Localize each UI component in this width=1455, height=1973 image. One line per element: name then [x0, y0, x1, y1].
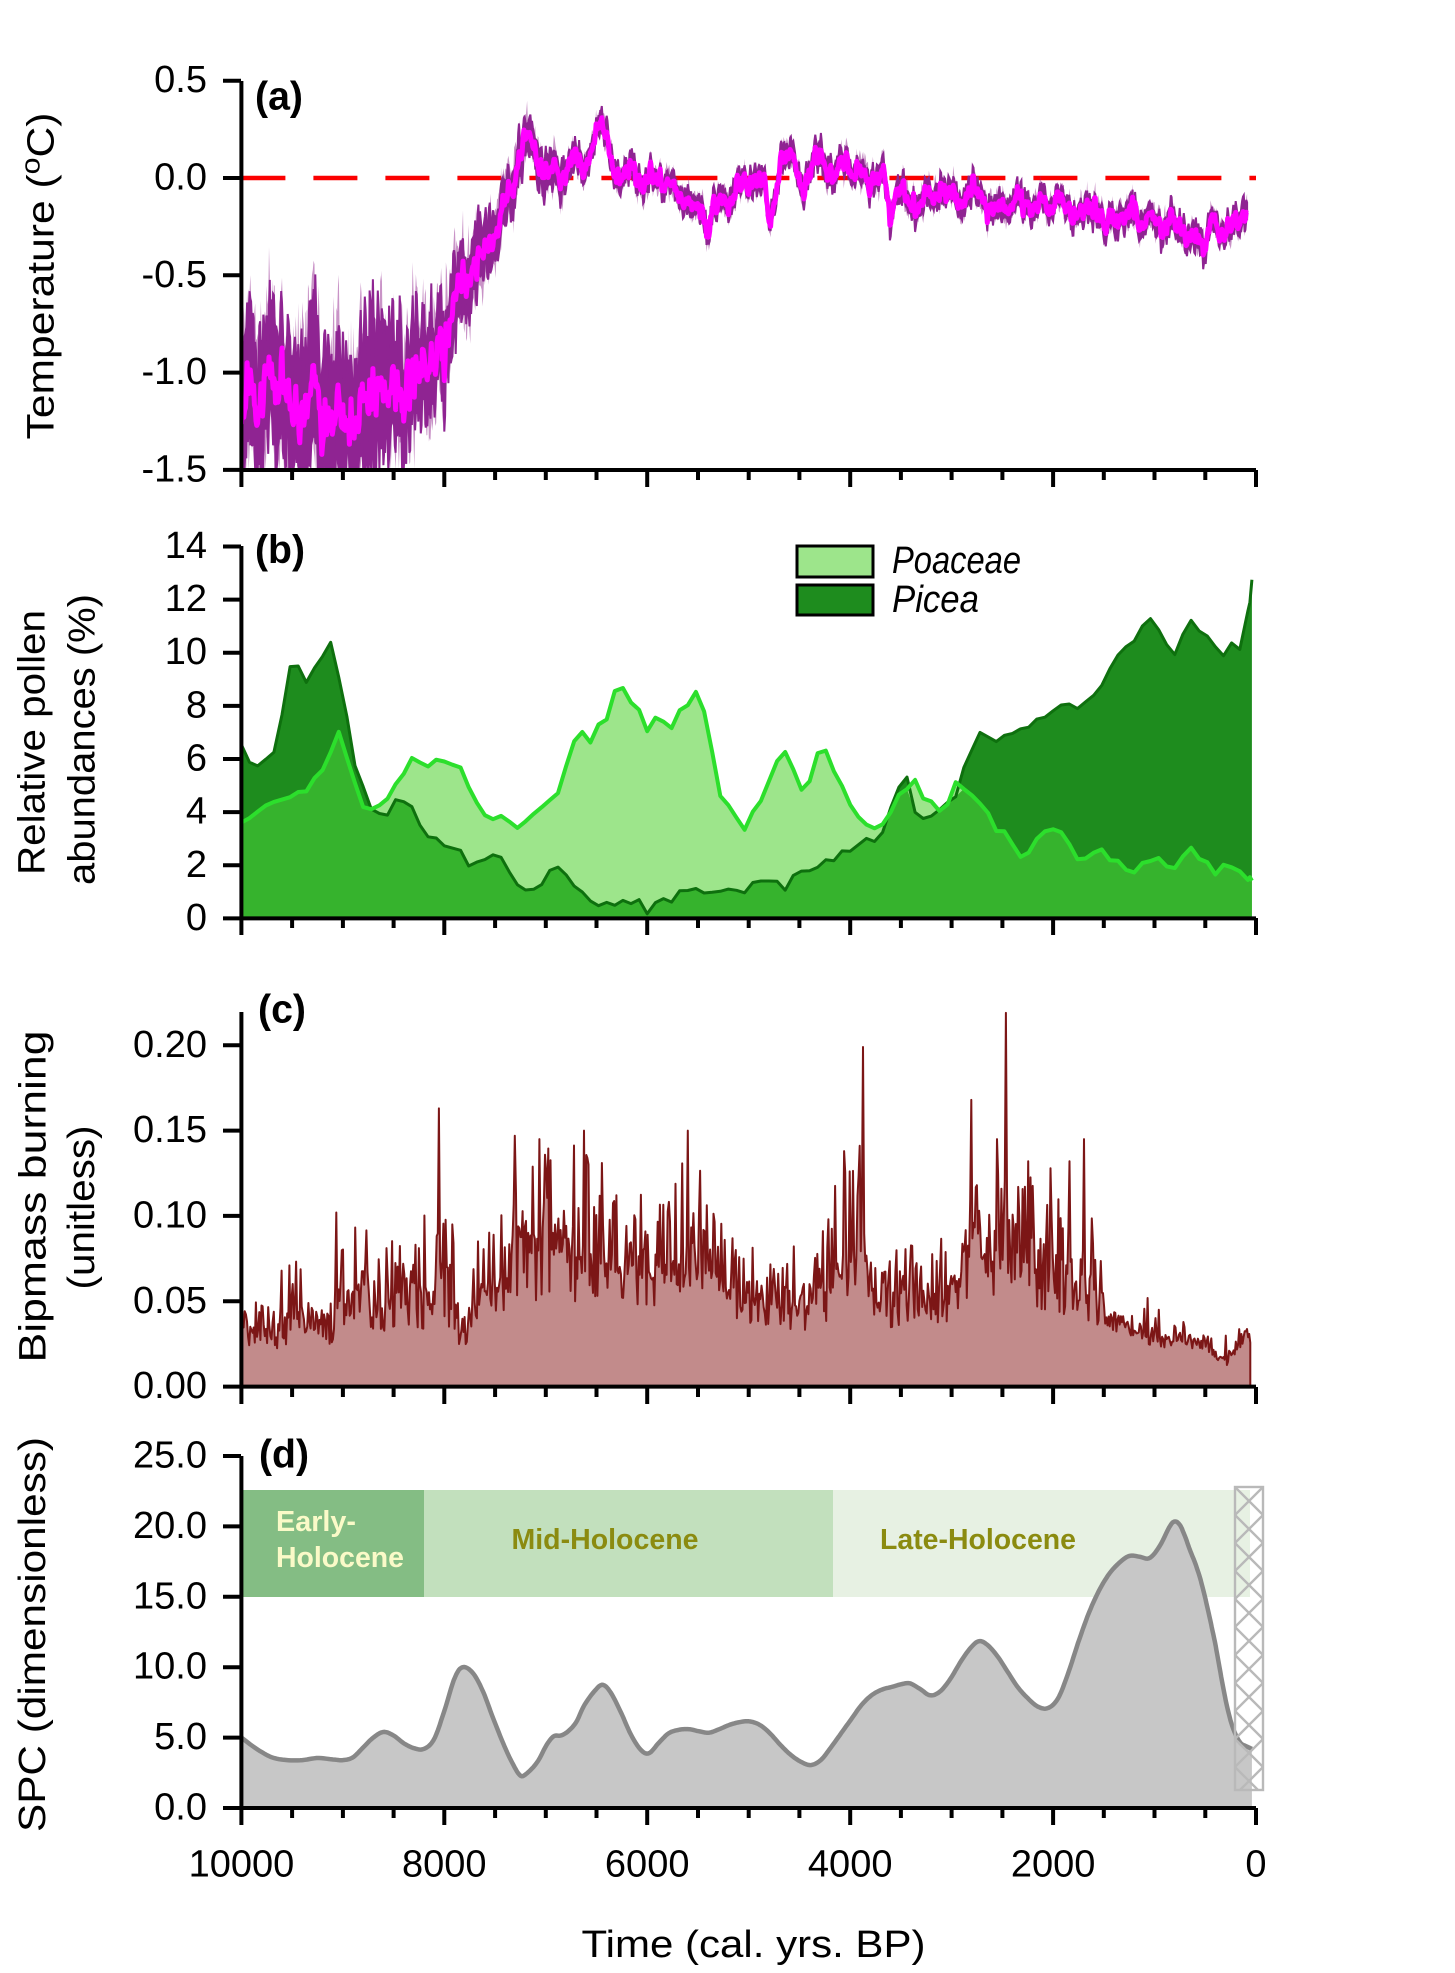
- svg-text:Bipmass burning: Bipmass burning: [13, 1031, 55, 1363]
- svg-text:Late-Holocene: Late-Holocene: [880, 1524, 1076, 1556]
- svg-text:0: 0: [186, 897, 207, 939]
- svg-text:Poaceae: Poaceae: [892, 540, 1021, 582]
- svg-text:0.10: 0.10: [133, 1194, 207, 1236]
- svg-text:(a): (a): [255, 75, 303, 119]
- svg-text:0.00: 0.00: [133, 1365, 207, 1407]
- svg-text:6000: 6000: [605, 1844, 690, 1886]
- svg-text:Early-: Early-: [276, 1506, 356, 1538]
- svg-text:14: 14: [165, 525, 207, 567]
- svg-text:Time (cal. yrs. BP): Time (cal. yrs. BP): [582, 1924, 926, 1966]
- svg-text:-0.5: -0.5: [142, 254, 207, 296]
- svg-text:Holocene: Holocene: [276, 1542, 404, 1574]
- svg-text:15.0: 15.0: [133, 1575, 207, 1617]
- svg-text:SPC (dimensionless): SPC (dimensionless): [12, 1437, 54, 1832]
- svg-text:-1.5: -1.5: [142, 448, 207, 490]
- svg-text:8: 8: [186, 684, 207, 726]
- svg-text:0.0: 0.0: [154, 157, 207, 199]
- svg-text:8000: 8000: [402, 1844, 487, 1886]
- svg-text:5.0: 5.0: [154, 1716, 207, 1758]
- svg-text:2000: 2000: [1011, 1844, 1096, 1886]
- svg-text:0.5: 0.5: [154, 59, 207, 101]
- svg-text:10.0: 10.0: [133, 1646, 207, 1688]
- svg-text:0.20: 0.20: [133, 1024, 207, 1066]
- svg-text:Picea: Picea: [892, 579, 979, 621]
- svg-text:20.0: 20.0: [133, 1505, 207, 1547]
- svg-text:0.15: 0.15: [133, 1109, 207, 1151]
- svg-text:4000: 4000: [808, 1844, 893, 1886]
- svg-text:25.0: 25.0: [133, 1435, 207, 1477]
- svg-text:Mid-Holocene: Mid-Holocene: [512, 1524, 699, 1556]
- svg-text:10000: 10000: [189, 1844, 295, 1886]
- svg-text:Relative pollen: Relative pollen: [12, 610, 54, 875]
- svg-text:10: 10: [165, 631, 207, 673]
- svg-text:2: 2: [186, 844, 207, 886]
- svg-text:(unitless): (unitless): [61, 1126, 103, 1290]
- svg-text:-1.0: -1.0: [142, 351, 207, 393]
- svg-text:0.0: 0.0: [154, 1787, 207, 1829]
- svg-text:(c): (c): [258, 988, 306, 1032]
- svg-text:12: 12: [165, 578, 207, 620]
- svg-text:4: 4: [186, 791, 207, 833]
- svg-text:(b): (b): [255, 528, 305, 572]
- svg-text:6: 6: [186, 738, 207, 780]
- svg-text:(d): (d): [259, 1433, 309, 1477]
- svg-text:abundances (%): abundances (%): [62, 594, 104, 885]
- svg-text:0: 0: [1245, 1844, 1266, 1886]
- svg-text:0.05: 0.05: [133, 1280, 207, 1322]
